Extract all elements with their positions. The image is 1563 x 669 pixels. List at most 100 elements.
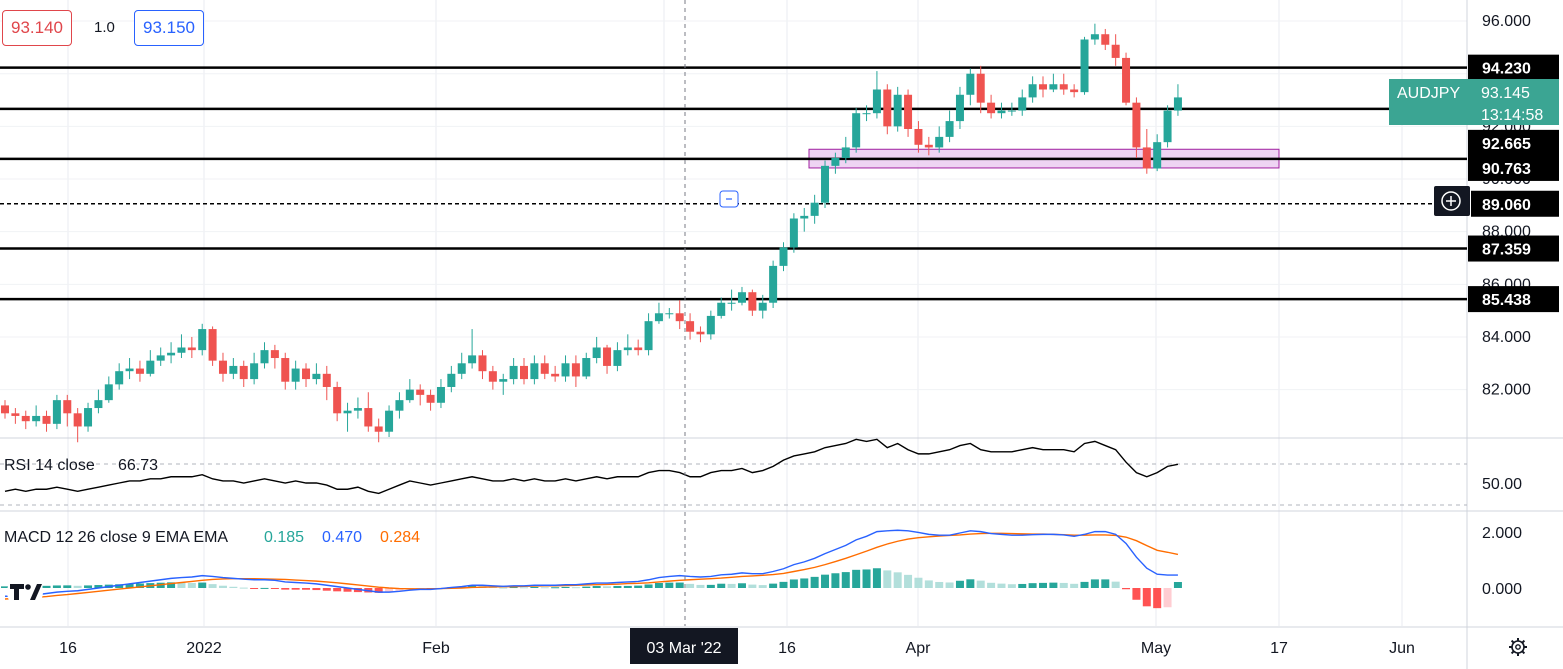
candle-body [779,247,788,266]
macd-histogram-bar [748,584,757,588]
candle-body [416,389,425,395]
macd-histogram-bar [686,583,695,588]
symbol-price: 93.145 [1481,85,1530,102]
level-label-box [1468,129,1559,156]
time-tick-label: 16 [59,640,77,657]
candle-body [1049,84,1058,90]
macd-histogram-bar [966,579,975,588]
level-label-text: 87.359 [1482,242,1531,259]
macd-histogram-bar [1142,588,1151,607]
macd-histogram-bar [1049,582,1058,588]
macd-histogram-bar [1080,581,1089,588]
macd-histogram-bar [779,581,788,588]
candle-body [281,358,290,382]
macd-histogram-bar [1,586,9,588]
bid-price: 93.140 [11,18,63,37]
time-tick-label: Jun [1389,640,1415,657]
candle-body [769,265,778,303]
macd-histogram-bar [63,585,72,588]
candle-body [1142,147,1151,169]
macd-histogram-bar [167,582,176,588]
ask-price-box[interactable]: 93.150 [134,10,204,46]
candle-body [312,373,321,380]
macd-histogram-bar [924,580,933,588]
candle-body [426,394,435,403]
level-label-box [1468,235,1559,262]
macd-histogram-bar [997,583,1006,588]
plus-circle-icon[interactable] [1441,191,1461,211]
candle-body [800,215,809,219]
candle-body [665,313,674,315]
candle-body [904,94,913,129]
macd-histogram-bar [675,582,684,588]
candle-body [883,89,892,127]
candle-body [841,147,850,158]
symbol-countdown: 13:14:58 [1481,107,1543,124]
candle-body [457,363,466,374]
level-label-text: 94.230 [1482,61,1531,78]
candle-body [1173,97,1182,111]
candle-body [540,363,549,374]
candle-body [239,365,248,380]
horizontal-levels[interactable] [0,66,1467,301]
candle-body [634,347,643,351]
macd-histogram-bar [862,569,871,588]
macd-histogram-bar [374,588,383,593]
candle-body [208,329,217,361]
macd-histogram-bar [955,580,964,588]
candle-body [94,400,103,409]
time-tick-label: Feb [422,640,450,657]
time-tick-label: May [1141,640,1171,657]
tradingview-logo-icon[interactable] [4,574,46,610]
candle-body [84,408,93,427]
candle-body [924,144,933,148]
level-labels: 94.230 92.665 90.763 89.060 87.359 85.438 [1468,54,1559,313]
candle-body [872,89,881,114]
macd-histogram-bar [385,588,394,593]
macd-signal-line [4,532,1179,600]
macd-histogram-bar [603,586,612,588]
candle-body [21,415,30,422]
candle-body [852,113,861,148]
macd-histogram-bar [281,588,290,590]
price-tick-label: 96.000 [1482,13,1531,30]
candle-body [1018,97,1027,111]
macd-histogram-bar [343,588,352,592]
macd-histogram-bar [706,584,715,588]
candle-body [966,73,975,95]
candle-body [322,373,331,387]
candle-body [717,302,726,316]
macd-histogram-bar [1122,588,1131,590]
macd-histogram-bar [42,585,51,588]
macd-histogram-bar [654,582,663,588]
macd-histogram-bar [737,583,746,588]
candle-body [976,73,985,103]
settings-gear-icon[interactable] [1509,638,1527,656]
macd-histogram-bar [395,588,404,591]
macd-histogram-bar [250,588,259,589]
bid-price-box[interactable]: 93.140 [2,10,72,46]
candle-body [63,400,72,414]
macd-histogram-bar [73,585,82,588]
candle-body [260,350,269,364]
macd-histogram-bar [1090,579,1099,588]
level-label-box [1468,54,1559,81]
candle-body [1111,44,1120,58]
macd-histogram-bar [499,587,508,589]
macd-histogram-bar [1018,583,1027,588]
candle-body [385,410,394,432]
macd-histogram-bar [1111,581,1120,588]
macd-histogram-bar [914,577,923,588]
macd-histogram-bar [872,568,881,588]
candle-body [115,371,124,385]
candle-body [613,350,622,366]
candle-body [218,360,227,374]
candle-body [1122,57,1131,103]
time-axis[interactable]: 16 2022 Feb 16 Apr May 17 Jun 03 Mar '22 [59,628,1415,664]
macd-histogram-bar [976,580,985,588]
macd-histogram-bar [322,588,331,591]
candle-body [945,121,954,137]
candle-body [198,329,207,351]
macd-title: MACD 12 26 close 9 EMA EMA [4,529,228,546]
